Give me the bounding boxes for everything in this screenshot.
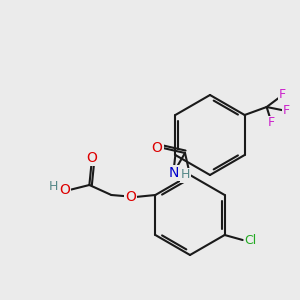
Text: F: F <box>279 88 286 101</box>
Text: O: O <box>59 183 70 197</box>
Text: O: O <box>125 190 136 204</box>
Text: F: F <box>268 116 275 130</box>
Text: N: N <box>168 166 178 180</box>
Text: Cl: Cl <box>244 233 257 247</box>
Text: H: H <box>49 181 58 194</box>
Text: F: F <box>283 104 290 118</box>
Text: H: H <box>181 169 190 182</box>
Text: O: O <box>152 141 162 155</box>
Text: O: O <box>86 151 97 165</box>
